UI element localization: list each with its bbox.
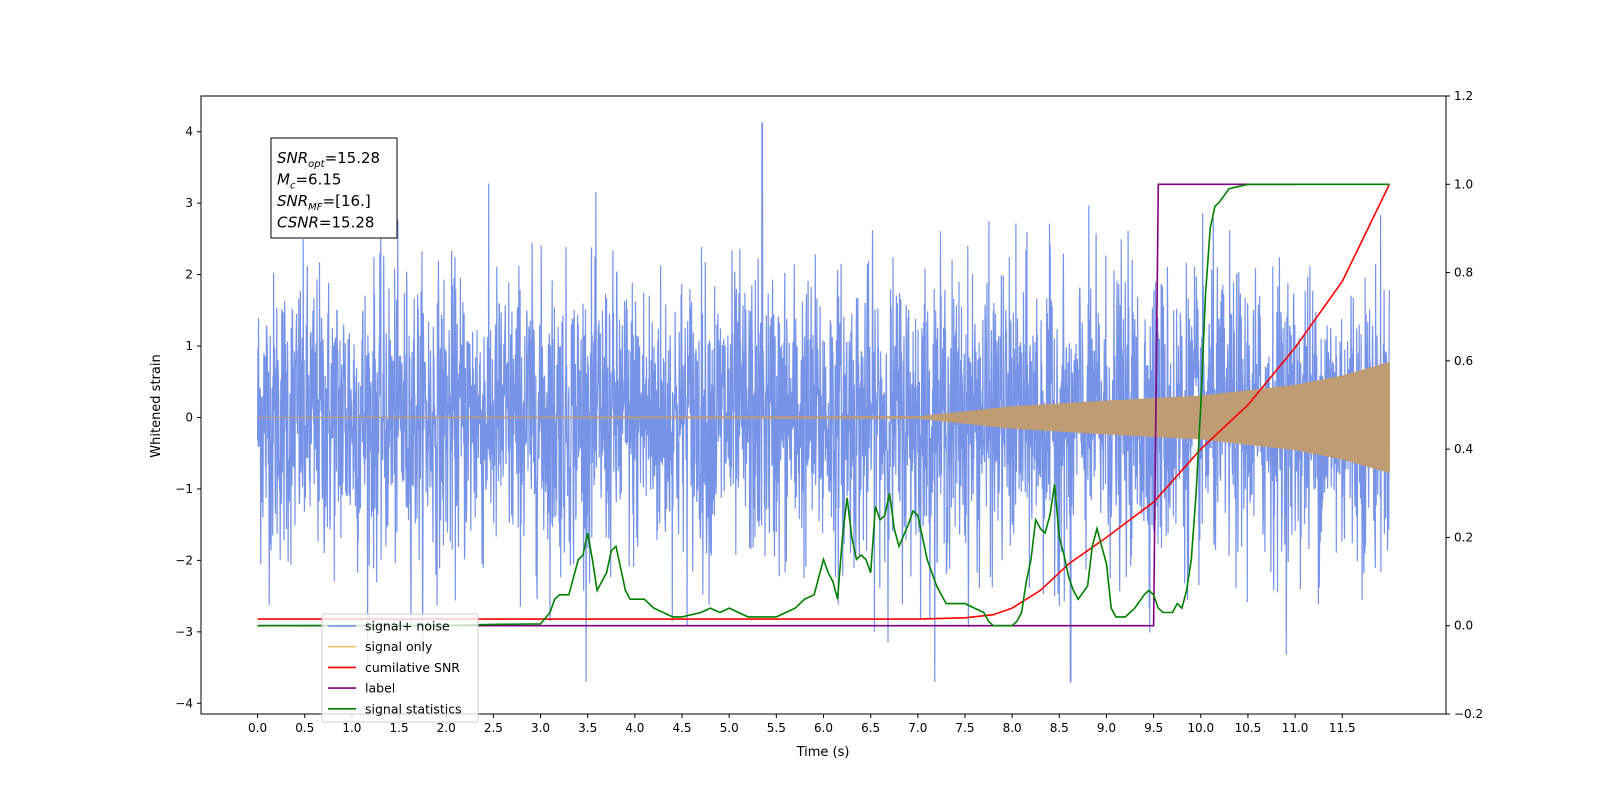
y-left-tick-label: 3 <box>185 196 193 210</box>
y-right-tick-label: 0.6 <box>1454 354 1473 368</box>
legend-entry: cumilative SNR <box>365 660 460 675</box>
plot-series-layer <box>257 122 1391 683</box>
x-tick-label: 11.5 <box>1329 721 1356 735</box>
x-tick-label: 9.5 <box>1144 721 1163 735</box>
y-right-tick-label: 0.0 <box>1454 619 1473 633</box>
y-left-tick-label: 4 <box>185 125 193 139</box>
x-tick-label: 6.5 <box>861 721 880 735</box>
y-axis-label-left: Whitened strain <box>149 354 164 457</box>
x-tick-label: 5.5 <box>767 721 786 735</box>
x-tick-label: 10.5 <box>1235 721 1262 735</box>
x-tick-label: 2.5 <box>484 721 503 735</box>
y-left-tick-label: −3 <box>175 625 193 639</box>
x-tick-label: 3.0 <box>531 721 550 735</box>
series-cumilative-snr <box>257 183 1391 620</box>
y-axis-right: −0.2 0.0 0.2 0.4 0.6 0.8 1.0 1.2 <box>1446 89 1483 721</box>
x-tick-label: 8.0 <box>1003 721 1022 735</box>
x-tick-label: 1.0 <box>342 721 361 735</box>
legend: signal+ noise signal only cumilative SNR la… <box>321 613 479 723</box>
x-tick-label: 7.5 <box>955 721 974 735</box>
legend-entry: label <box>365 681 395 696</box>
y-right-tick-label: 0.2 <box>1454 530 1473 544</box>
x-tick-label: 7.0 <box>908 721 927 735</box>
y-left-tick-label: −4 <box>175 696 193 710</box>
series-label <box>257 183 1296 627</box>
legend-entry: signal statistics <box>365 701 462 716</box>
x-axis-label: Time (s) <box>796 745 850 760</box>
x-tick-label: 1.5 <box>390 721 409 735</box>
x-tick-label: 2.0 <box>437 721 456 735</box>
y-left-tick-label: 2 <box>185 268 193 282</box>
x-tick-label: 9.0 <box>1097 721 1116 735</box>
y-right-tick-label: −0.2 <box>1454 707 1483 721</box>
y-left-tick-label: −2 <box>175 553 193 567</box>
x-tick-label: 0.5 <box>295 721 314 735</box>
annotation-line: SNRMF=[16.] <box>277 192 371 213</box>
y-right-tick-label: 1.0 <box>1454 177 1473 191</box>
y-left-tick-label: 0 <box>185 411 193 425</box>
legend-entry: signal only <box>365 639 433 654</box>
series-signal-noise <box>257 122 1390 683</box>
y-axis-left: −4 −3 −2 −1 0 1 2 3 4 <box>175 125 201 710</box>
x-tick-label: 11.0 <box>1282 721 1309 735</box>
x-tick-label: 0.0 <box>248 721 267 735</box>
y-left-tick-label: −1 <box>175 482 193 496</box>
y-right-tick-label: 0.8 <box>1454 266 1473 280</box>
y-left-tick-label: 1 <box>185 339 193 353</box>
x-tick-label: 4.5 <box>672 721 691 735</box>
y-right-tick-label: 1.2 <box>1454 89 1473 103</box>
series-signal-only <box>257 361 1390 474</box>
x-axis: 0.0 0.5 1.0 1.5 2.0 2.5 3.0 3.5 4.0 4.5 5.0 5.5 6.0 6… <box>248 714 1356 735</box>
annotation-line: SNRopt=15.28 <box>277 149 380 170</box>
legend-frame <box>321 613 479 723</box>
x-tick-label: 8.5 <box>1050 721 1069 735</box>
series-signal-statistics <box>257 183 1390 627</box>
x-tick-label: 3.5 <box>578 721 597 735</box>
x-tick-label: 5.0 <box>720 721 739 735</box>
x-tick-label: 10.0 <box>1187 721 1214 735</box>
annotation-frame <box>270 137 398 239</box>
annotation-line: Mc=6.15 <box>277 171 341 192</box>
annotation-line: CSNR=15.28 <box>277 214 374 232</box>
y-right-tick-label: 0.4 <box>1454 442 1473 456</box>
x-tick-label: 6.0 <box>814 721 833 735</box>
legend-entry: signal+ noise <box>365 619 450 634</box>
x-tick-label: 4.0 <box>625 721 644 735</box>
